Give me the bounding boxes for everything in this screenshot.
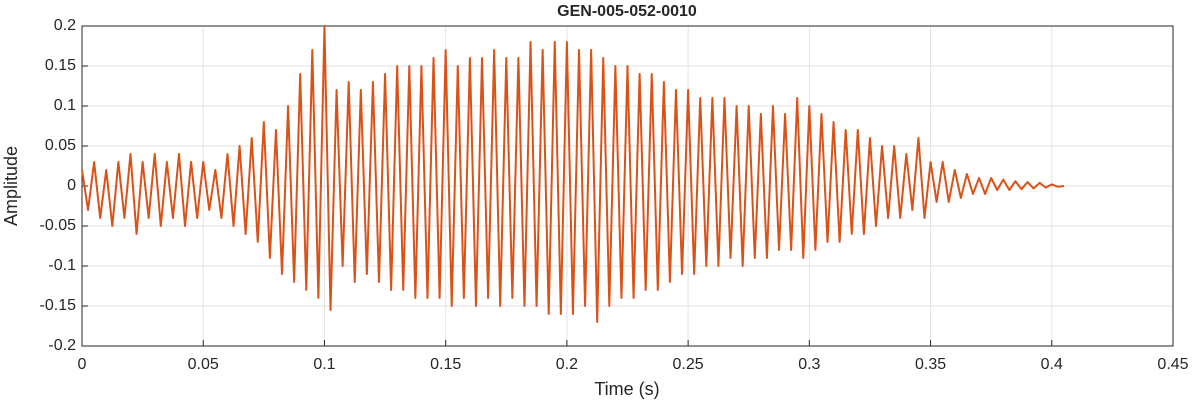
x-tick-label: 0.3 bbox=[798, 356, 820, 373]
y-tick-label: 0.2 bbox=[54, 17, 76, 34]
y-tick-label: -0.2 bbox=[48, 337, 76, 354]
chart-title: GEN-005-052-0010 bbox=[557, 3, 697, 20]
y-tick-label: -0.05 bbox=[40, 217, 77, 234]
x-tick-label: 0.45 bbox=[1157, 356, 1188, 373]
y-tick-label: 0.15 bbox=[45, 57, 76, 74]
x-tick-label: 0.05 bbox=[188, 356, 219, 373]
x-tick-label: 0.1 bbox=[313, 356, 335, 373]
y-tick-label: -0.1 bbox=[48, 257, 76, 274]
x-tick-label: 0.25 bbox=[673, 356, 704, 373]
x-tick-label: 0.4 bbox=[1041, 356, 1063, 373]
x-tick-label: 0.35 bbox=[915, 356, 946, 373]
y-tick-label: 0.1 bbox=[54, 97, 76, 114]
y-tick-label: 0.05 bbox=[45, 137, 76, 154]
plot-frame bbox=[81, 25, 1174, 347]
y-axis-label: Amplitude bbox=[1, 146, 21, 226]
x-tick-label: 0 bbox=[78, 356, 87, 373]
y-tick-label: 0 bbox=[67, 177, 76, 194]
x-tick-label: 0.15 bbox=[430, 356, 461, 373]
x-axis-label: Time (s) bbox=[594, 379, 659, 399]
signal-line bbox=[81, 25, 1065, 323]
x-tick-label: 0.2 bbox=[556, 356, 578, 373]
y-tick-label: -0.15 bbox=[40, 297, 77, 314]
